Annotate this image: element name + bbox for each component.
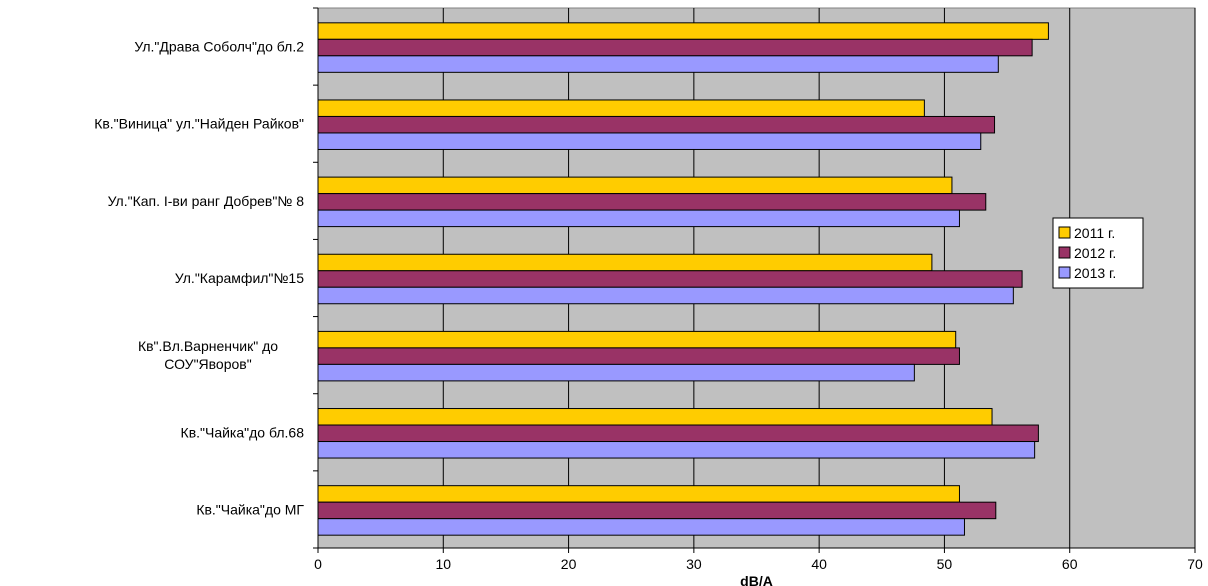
x-tick-label: 20 bbox=[561, 556, 577, 572]
x-tick-label: 30 bbox=[686, 556, 702, 572]
bar-2013-cat-3 bbox=[317, 209, 960, 228]
legend-entry: 2013 г. bbox=[1074, 265, 1116, 281]
category-label: Кв".Вл.Варненчик" до bbox=[138, 338, 278, 354]
bar-2011-cat-5 bbox=[317, 330, 957, 349]
category-label: СОУ"Яворов" bbox=[164, 356, 251, 372]
bar-2011-cat-3 bbox=[317, 176, 953, 195]
bar-2013-cat-4 bbox=[317, 286, 1014, 305]
bar-2011-cat-4 bbox=[317, 253, 933, 272]
x-tick-label: 70 bbox=[1187, 556, 1203, 572]
legend-swatch bbox=[1058, 266, 1071, 279]
bar-2011-cat-7 bbox=[317, 485, 960, 503]
bar-2012-cat-1 bbox=[317, 38, 1033, 57]
x-tick-label: 10 bbox=[435, 556, 451, 572]
x-tick-label: 60 bbox=[1062, 556, 1078, 572]
category-label: Ул."Драва Соболч"до бл.2 bbox=[134, 39, 304, 55]
bar-2012-cat-6 bbox=[317, 424, 1039, 443]
category-label: Кв."Виница" ул."Найден Райков" bbox=[94, 116, 304, 132]
bar-2012-cat-5 bbox=[317, 347, 960, 365]
x-tick-label: 50 bbox=[937, 556, 953, 572]
x-tick-label: 40 bbox=[811, 556, 827, 572]
legend-entry: 2012 г. bbox=[1074, 245, 1116, 261]
bar-2013-cat-5 bbox=[317, 363, 915, 382]
category-label: Кв."Чайка"до МГ bbox=[196, 501, 304, 517]
category-label: Кв."Чайка"до бл.68 bbox=[181, 424, 305, 440]
bar-2012-cat-4 bbox=[317, 270, 1023, 288]
bar-2012-cat-7 bbox=[317, 501, 997, 520]
legend-swatch bbox=[1058, 246, 1071, 259]
legend-swatch bbox=[1058, 226, 1071, 239]
category-label: Ул."Кап. I-ви ранг Добрев"№ 8 bbox=[108, 193, 305, 209]
bar-2013-cat-2 bbox=[317, 132, 982, 150]
category-label: Ул."Карамфил"№15 bbox=[175, 270, 304, 286]
bar-2013-cat-6 bbox=[317, 441, 1036, 459]
x-tick-label: 0 bbox=[314, 556, 322, 572]
bar-2011-cat-1 bbox=[317, 22, 1049, 40]
bar-2011-cat-2 bbox=[317, 99, 925, 117]
bar-2011-cat-6 bbox=[317, 408, 993, 426]
bar-2013-cat-1 bbox=[317, 55, 999, 73]
bar-2013-cat-7 bbox=[317, 518, 965, 536]
legend-entry: 2011 г. bbox=[1074, 225, 1115, 241]
bar-2012-cat-2 bbox=[317, 115, 996, 134]
x-axis-title: dB/A bbox=[740, 573, 773, 586]
bar-2012-cat-3 bbox=[317, 193, 987, 211]
